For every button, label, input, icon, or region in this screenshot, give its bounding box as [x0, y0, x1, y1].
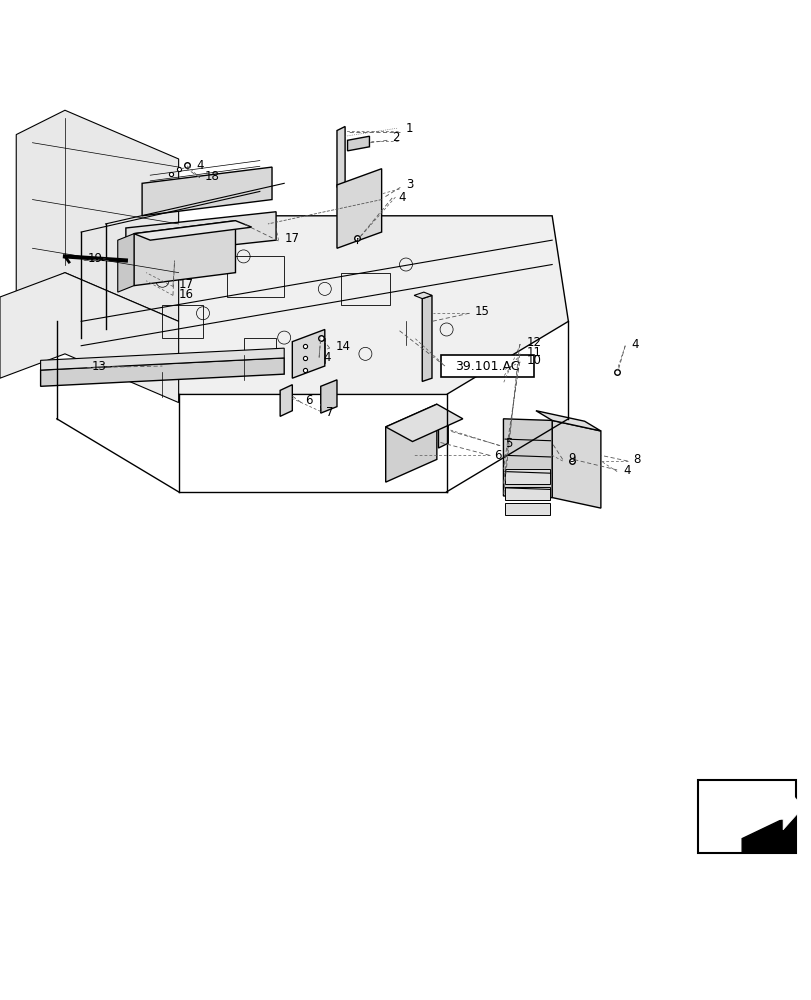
Text: 4: 4 [196, 159, 204, 172]
Polygon shape [142, 167, 272, 216]
Text: 16: 16 [178, 288, 193, 301]
Polygon shape [134, 221, 235, 286]
Polygon shape [741, 813, 795, 853]
Polygon shape [535, 411, 600, 431]
Text: 9: 9 [568, 452, 575, 465]
Polygon shape [126, 212, 276, 256]
Bar [341, 273, 389, 305]
Text: 6: 6 [494, 449, 501, 462]
Text: 17: 17 [284, 232, 298, 245]
Text: 7: 7 [326, 406, 333, 419]
Bar [504, 487, 549, 500]
Polygon shape [438, 414, 448, 448]
Bar [227, 256, 284, 297]
Text: 6: 6 [305, 394, 312, 407]
Text: 3: 3 [406, 178, 413, 191]
Polygon shape [337, 169, 381, 248]
Text: 39.101.AC: 39.101.AC [454, 360, 519, 373]
Polygon shape [292, 329, 324, 378]
Bar [243, 338, 276, 362]
Text: 1: 1 [406, 122, 413, 135]
Polygon shape [41, 348, 284, 370]
Text: 5: 5 [504, 437, 512, 450]
Bar [504, 469, 549, 484]
Text: 8: 8 [633, 453, 640, 466]
Polygon shape [134, 221, 251, 240]
Text: 11: 11 [526, 346, 540, 359]
Text: 18: 18 [204, 170, 219, 183]
Bar [162, 305, 203, 338]
Bar [440, 355, 534, 377]
Polygon shape [385, 404, 436, 482]
Polygon shape [0, 273, 178, 403]
Polygon shape [748, 784, 802, 830]
Polygon shape [118, 234, 134, 292]
Text: 10: 10 [526, 354, 540, 367]
Polygon shape [41, 358, 284, 386]
Polygon shape [337, 126, 345, 187]
Bar [697, 780, 795, 853]
Text: 19: 19 [88, 252, 102, 265]
Text: 13: 13 [92, 360, 106, 373]
Text: 4: 4 [630, 338, 637, 351]
Polygon shape [347, 136, 369, 151]
Polygon shape [57, 216, 568, 394]
Bar [504, 503, 549, 515]
Polygon shape [16, 110, 178, 321]
Text: 4: 4 [323, 351, 330, 364]
Text: 15: 15 [474, 305, 489, 318]
Text: 4: 4 [397, 191, 405, 204]
Text: 4: 4 [623, 464, 630, 477]
Polygon shape [422, 295, 431, 381]
Text: 14: 14 [335, 340, 350, 353]
Text: 12: 12 [526, 336, 540, 349]
Polygon shape [414, 292, 431, 299]
Text: 17: 17 [178, 278, 193, 291]
Polygon shape [320, 380, 337, 413]
Polygon shape [280, 385, 292, 416]
Polygon shape [503, 419, 551, 498]
Polygon shape [551, 420, 600, 508]
Polygon shape [385, 404, 462, 442]
Text: 2: 2 [392, 131, 399, 144]
